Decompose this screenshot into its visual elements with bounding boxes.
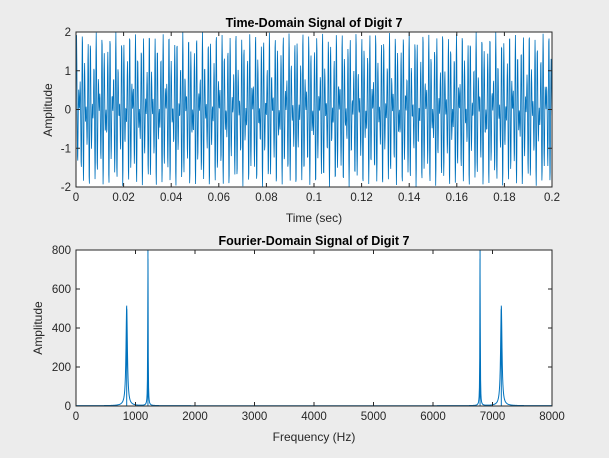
- y-tick-label: 1: [65, 66, 71, 78]
- y-ticks: -2 -1 0 1 2: [61, 27, 552, 194]
- x-tick-label: 4000: [301, 411, 327, 423]
- x-axis-label: Time (sec): [286, 211, 342, 225]
- y-tick-label: 800: [52, 245, 71, 257]
- x-tick-label: 0.02: [112, 192, 134, 204]
- x-tick-label: 0.06: [208, 192, 230, 204]
- x-tick-label: 0: [73, 192, 79, 204]
- x-tick-label: 0.12: [350, 192, 372, 204]
- y-tick-label: -1: [61, 143, 71, 155]
- y-tick-label: 0: [65, 105, 71, 117]
- y-tick-label: 0: [65, 401, 71, 413]
- x-tick-label: 0.2: [544, 192, 560, 204]
- y-tick-label: 2: [65, 27, 71, 39]
- x-tick-label: 0.1: [306, 192, 322, 204]
- chart-title: Fourier-Domain Signal of Digit 7: [219, 234, 410, 248]
- x-tick-label: 2000: [182, 411, 208, 423]
- x-ticks: 0 1000 2000 3000 4000 5000 6000 7000 8000: [73, 250, 565, 423]
- x-tick-label: 8000: [539, 411, 565, 423]
- time-signal-line: [75, 32, 553, 187]
- x-tick-label: 0.16: [446, 192, 468, 204]
- x-tick-label: 7000: [480, 411, 506, 423]
- x-tick-label: 6000: [420, 411, 446, 423]
- y-tick-label: 400: [52, 323, 71, 335]
- chart-title: Time-Domain Signal of Digit 7: [226, 16, 403, 30]
- x-tick-label: 3000: [242, 411, 268, 423]
- time-domain-axes: 0 0.02 0.04 0.06 0.08 0.1 0.12 0.14 0.16 0.18 0.2 …: [41, 16, 560, 225]
- y-tick-label: 600: [52, 284, 71, 296]
- x-tick-label: 0.08: [255, 192, 277, 204]
- y-ticks: 0 200 400 600 800: [52, 245, 552, 413]
- y-tick-label: -2: [61, 182, 71, 194]
- y-axis-label: Amplitude: [31, 301, 45, 355]
- fourier-domain-axes: 0 1000 2000 3000 4000 5000 6000 7000 8000 0 200 40…: [31, 234, 565, 444]
- y-tick-label: 200: [52, 362, 71, 374]
- x-tick-label: 0.04: [160, 192, 183, 204]
- x-ticks: 0 0.02 0.04 0.06 0.08 0.1 0.12 0.14 0.16 0.18 0.2: [73, 32, 560, 204]
- y-axis-label: Amplitude: [41, 83, 55, 137]
- plot-area: [76, 250, 552, 406]
- x-tick-label: 0.18: [493, 192, 515, 204]
- x-tick-label: 5000: [361, 411, 387, 423]
- x-tick-label: 0.14: [398, 192, 421, 204]
- x-tick-label: 0: [73, 411, 79, 423]
- x-tick-label: 1000: [123, 411, 149, 423]
- x-axis-label: Frequency (Hz): [273, 430, 356, 444]
